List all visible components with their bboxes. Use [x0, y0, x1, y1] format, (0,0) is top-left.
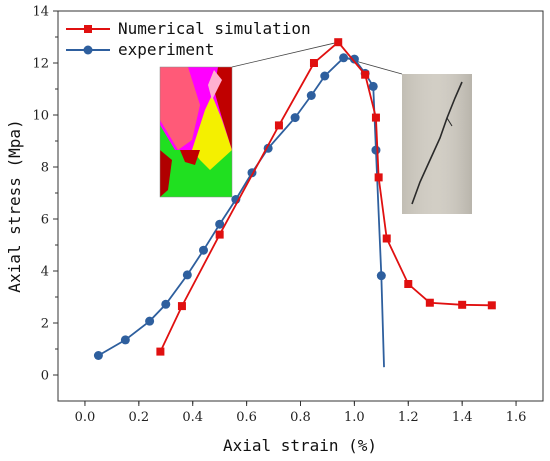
- legend: Numerical simulation experiment: [66, 19, 311, 59]
- legend-label-experiment: experiment: [118, 40, 214, 59]
- point-numerical: [215, 230, 224, 239]
- point-experiment: [306, 91, 316, 100]
- x-tick-label: 0.0: [75, 410, 96, 425]
- x-axis-title: Axial strain (%): [223, 436, 377, 455]
- point-numerical: [382, 234, 391, 243]
- insets: [159, 66, 472, 214]
- y-tick-label: 14: [32, 5, 49, 20]
- legend-marker-numerical: [84, 25, 92, 33]
- point-numerical: [177, 302, 186, 311]
- point-experiment: [290, 113, 300, 123]
- x-tick-label: 1.6: [506, 410, 527, 425]
- point-experiment: [339, 53, 349, 63]
- point-numerical: [309, 59, 318, 67]
- point-numerical: [374, 173, 383, 182]
- point-experiment: [371, 145, 381, 155]
- point-numerical: [487, 301, 496, 310]
- point-numerical: [404, 280, 413, 288]
- y-tick-label: 12: [32, 57, 49, 72]
- axis-ticks: 0.0 0.2 0.4 0.6 0.8 1.0 1.2 1.4 1.6 0 2 4 6 8 10 12 14: [32, 5, 526, 426]
- point-numerical: [334, 38, 343, 47]
- point-experiment: [368, 81, 378, 91]
- point-experiment: [199, 245, 208, 255]
- y-tick-label: 8: [41, 161, 49, 176]
- point-experiment: [145, 316, 155, 326]
- x-tick-label: 1.0: [344, 410, 365, 425]
- legend-label-numerical: Numerical simulation: [118, 19, 311, 38]
- x-tick-label: 0.6: [236, 410, 257, 425]
- x-tick-label: 1.4: [452, 410, 473, 425]
- experiment-specimen-photo: [402, 74, 472, 214]
- point-experiment: [161, 299, 171, 309]
- y-tick-label: 2: [41, 317, 49, 332]
- x-tick-label: 0.2: [128, 410, 149, 425]
- point-numerical: [425, 298, 434, 307]
- legend-marker-experiment: [83, 45, 93, 55]
- point-numerical: [156, 347, 165, 356]
- y-tick-label: 0: [41, 369, 49, 384]
- y-tick-label: 6: [41, 213, 49, 228]
- y-tick-label: 10: [32, 109, 49, 124]
- series-layer: [93, 38, 496, 368]
- point-experiment: [120, 335, 130, 345]
- point-experiment: [320, 71, 330, 81]
- point-numerical: [371, 113, 380, 122]
- callout-lines: [231, 41, 403, 75]
- point-experiment: [93, 351, 103, 360]
- callout-line-simulation: [231, 41, 339, 68]
- x-tick-label: 1.2: [398, 410, 419, 425]
- point-experiment: [349, 54, 359, 64]
- y-tick-label: 4: [41, 265, 49, 280]
- y-axis-title: Axial stress (Mpa): [5, 119, 24, 292]
- simulation-contour-image: [159, 66, 233, 198]
- point-numerical: [361, 70, 370, 79]
- x-tick-label: 0.4: [182, 410, 203, 425]
- series-line-experiment: [97, 56, 385, 368]
- point-experiment: [215, 219, 225, 229]
- point-experiment: [182, 270, 192, 280]
- x-tick-label: 0.8: [290, 410, 311, 425]
- point-numerical: [274, 121, 283, 130]
- point-numerical: [458, 300, 467, 309]
- point-experiment: [376, 271, 386, 281]
